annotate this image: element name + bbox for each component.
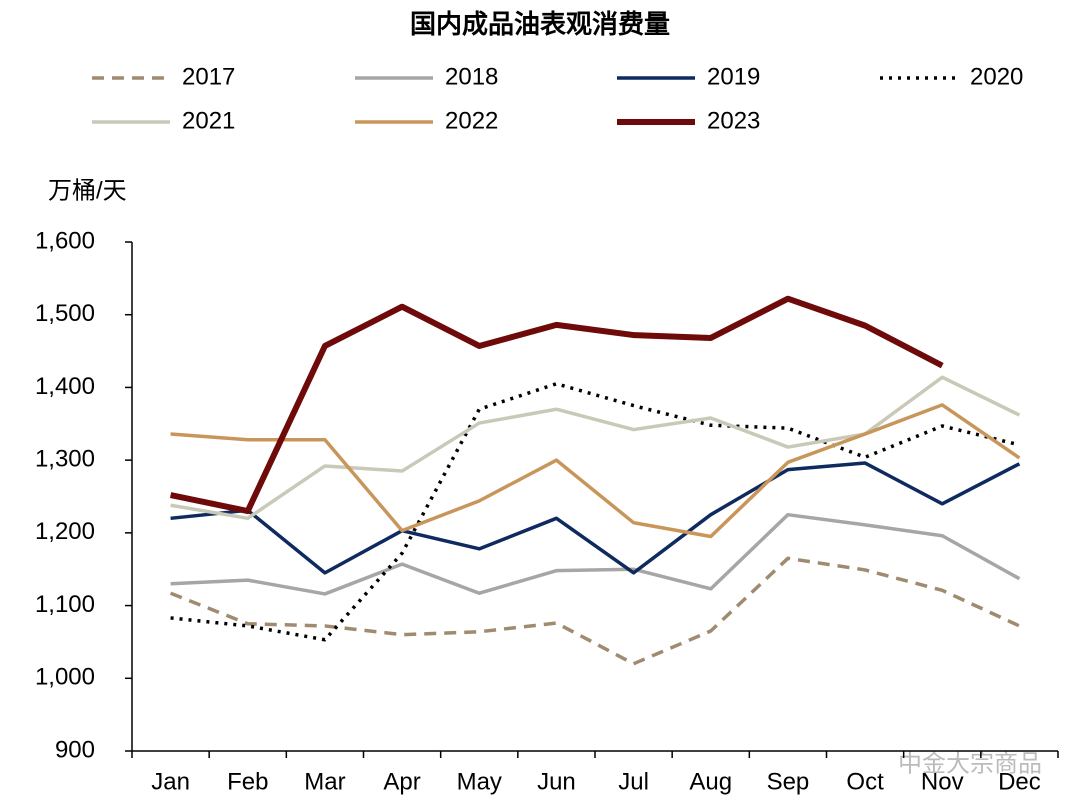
legend-label: 2017 [182,63,235,90]
x-tick-label: Sep [767,768,810,795]
x-tick-label: Nov [921,768,964,795]
legend-label: 2018 [445,63,498,90]
x-tick-label: Aug [689,768,732,795]
legend-label: 2020 [970,63,1023,90]
line-series [170,461,1021,575]
x-tick-label: Oct [846,768,884,795]
x-tick-label: Jun [537,768,576,795]
y-tick-label: 1,500 [35,300,95,327]
line-series [170,375,1021,521]
y-tick-label: 1,000 [35,664,95,691]
x-tick-label: Jan [151,768,190,795]
y-tick-label: 1,600 [35,227,95,254]
legend-label: 2021 [182,107,235,134]
y-tick-label: 900 [55,736,95,763]
watermark: 中金大宗商品 [898,750,1042,777]
x-tick-label: May [457,768,502,795]
x-tick-label: Mar [304,768,345,795]
y-tick-label: 1,100 [35,591,95,618]
y-tick-label: 1,300 [35,445,95,472]
x-tick-label: Apr [383,768,420,795]
line-series [169,556,1021,666]
y-tick-label: 1,200 [35,518,95,545]
line-series [169,295,944,515]
line-series [170,512,1021,596]
legend-label: 2019 [707,63,760,90]
x-tick-label: Dec [998,768,1041,795]
line-series [170,403,1021,539]
x-tick-label: Jul [618,768,649,795]
y-tick-label: 1,400 [35,373,95,400]
y-axis-label: 万桶/天 [48,177,127,204]
legend-label: 2023 [707,107,760,134]
x-tick-label: Feb [227,768,268,795]
chart-title: 国内成品油表观消费量 [410,9,670,39]
legend-label: 2022 [445,107,498,134]
